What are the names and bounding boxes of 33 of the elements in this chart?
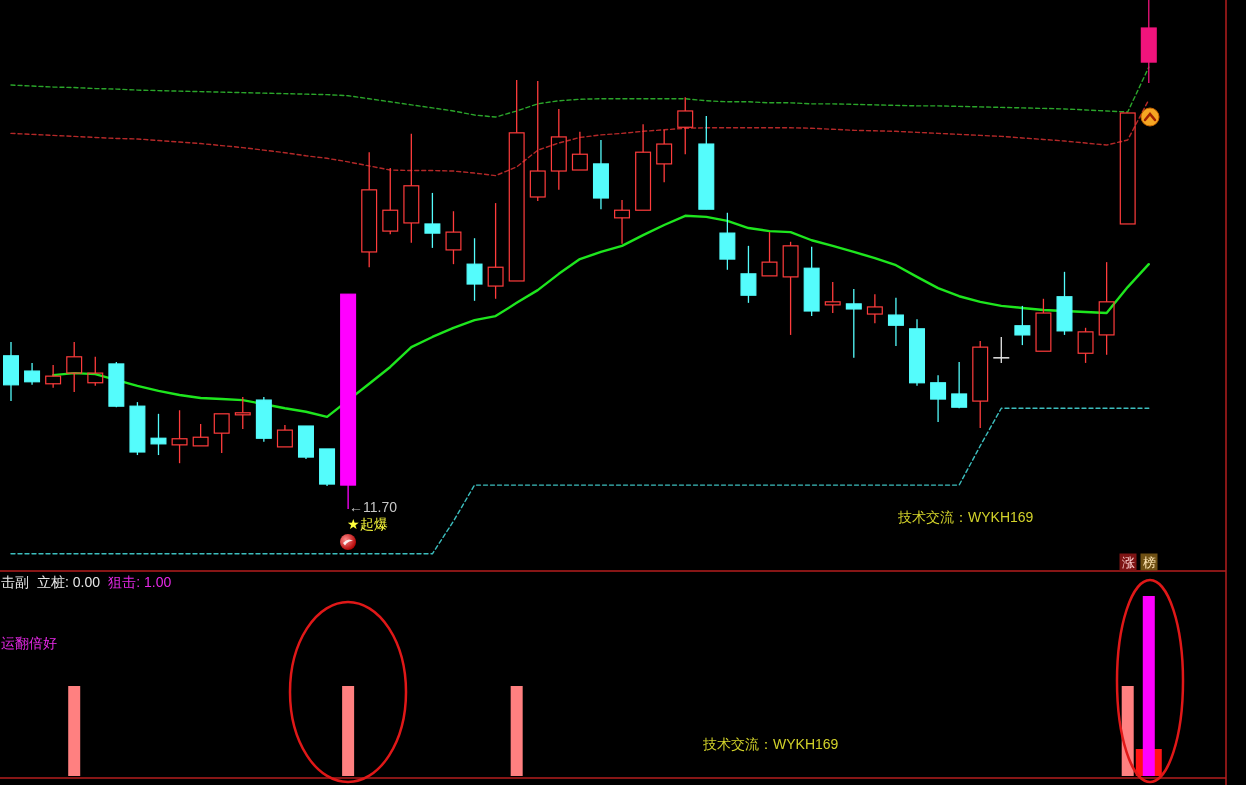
- candlestick: [740, 245, 757, 304]
- candlestick: [508, 79, 525, 282]
- text: 击副: [1, 574, 29, 590]
- candlestick: [761, 231, 778, 277]
- candlestick: [887, 297, 904, 347]
- candlestick: [276, 424, 293, 448]
- candlestick: [1098, 261, 1115, 356]
- annotation: 技术交流：WYKH169: [897, 509, 1034, 525]
- candlestick: [403, 133, 420, 244]
- candlestick: [150, 413, 167, 456]
- candlestick: [1014, 305, 1031, 346]
- candlestick: [866, 293, 883, 324]
- candlestick: [845, 288, 862, 359]
- candlestick: [24, 362, 41, 386]
- candlestick: [424, 192, 441, 249]
- annotation: 运翻倍好: [1, 635, 57, 651]
- candlestick: [992, 336, 1011, 364]
- candlestick: [614, 199, 631, 245]
- candlestick: [45, 364, 62, 389]
- candlestick: [571, 131, 588, 171]
- text: 立桩: 0.00: [37, 574, 101, 590]
- candlestick: [171, 409, 188, 464]
- candlestick: [951, 361, 968, 409]
- annotation: 技术交流：WYKH169: [702, 736, 839, 752]
- candlestick: [635, 123, 652, 211]
- candlestick: [930, 374, 947, 423]
- candlestick: [466, 237, 483, 302]
- annotation: ←11.70: [349, 499, 398, 515]
- candlestick: [1119, 112, 1136, 225]
- candlestick: [213, 413, 230, 454]
- text: ★起爆: [347, 516, 388, 532]
- text: 狙击: 1.00: [108, 574, 172, 590]
- candlestick: [550, 108, 567, 191]
